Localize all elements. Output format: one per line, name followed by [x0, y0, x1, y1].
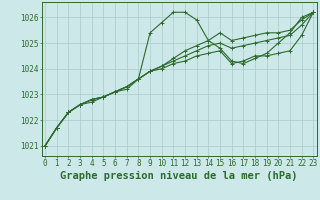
- X-axis label: Graphe pression niveau de la mer (hPa): Graphe pression niveau de la mer (hPa): [60, 171, 298, 181]
